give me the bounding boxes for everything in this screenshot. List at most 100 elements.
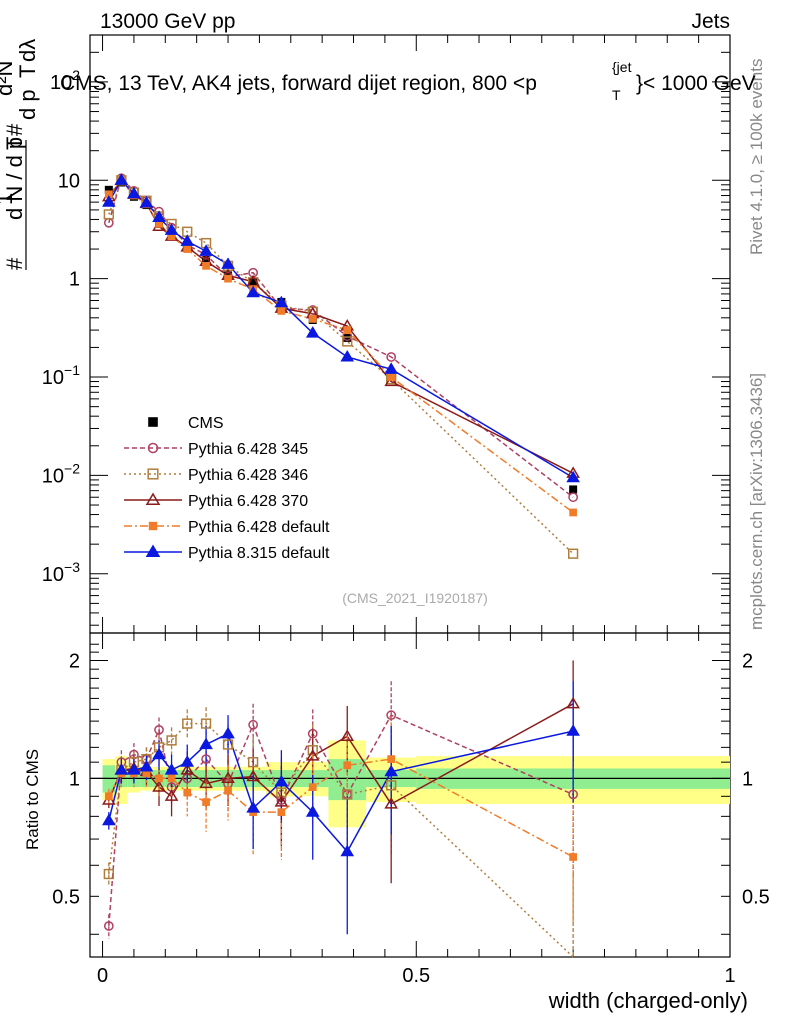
data-point	[155, 220, 163, 228]
marker-cms	[148, 417, 158, 427]
data-point	[340, 349, 355, 362]
header-left: 13000 GeV pp	[100, 10, 235, 33]
ratio-point	[568, 789, 579, 800]
data-point	[567, 548, 579, 559]
svg-text:#: #	[2, 123, 27, 136]
ratio-point	[248, 719, 259, 730]
ratio-point	[202, 798, 210, 806]
data-point	[343, 326, 352, 334]
data-point	[104, 190, 113, 199]
data-point	[224, 274, 232, 283]
marker-cms	[343, 333, 352, 342]
y-tick-label: 1	[69, 768, 80, 790]
y-tick-label: 1	[69, 269, 80, 291]
ratio-point	[139, 759, 154, 772]
ratio-point	[307, 745, 318, 756]
data-point	[342, 336, 353, 347]
series-line-bottom	[108, 722, 574, 958]
ratio-point	[155, 774, 163, 783]
ratio-point	[246, 801, 260, 813]
svg-text:dλ: dλ	[15, 39, 40, 62]
legend-label: CMS	[188, 415, 224, 432]
ratio-point	[164, 763, 179, 775]
svg-text:d²N: d²N	[0, 61, 17, 96]
ratio-point	[221, 726, 235, 739]
ratio-point	[183, 788, 192, 797]
ratio-point	[566, 724, 580, 736]
x-tick-label: 0	[97, 965, 108, 987]
data-point	[139, 195, 154, 208]
legend-label: Pythia 6.428 default	[188, 519, 330, 536]
data-point	[202, 262, 210, 270]
svg-text:1: 1	[0, 193, 17, 205]
svg-text:d N / d p: d N / d p	[2, 137, 27, 220]
ratio-point	[127, 763, 141, 775]
ratio-point	[201, 754, 211, 764]
marker-cms	[202, 255, 211, 264]
ratio-point	[102, 813, 116, 826]
y-tick-label: 10−3	[42, 559, 80, 586]
ratio-point	[246, 769, 260, 782]
ratio-point	[340, 844, 355, 857]
data-point	[274, 295, 289, 308]
marker-triangle	[145, 544, 161, 557]
marker-triangle	[145, 492, 161, 505]
ratio-point	[387, 755, 396, 763]
data-point	[102, 195, 116, 207]
data-point	[308, 315, 317, 323]
legend-label: Pythia 6.428 370	[188, 493, 308, 510]
data-point	[246, 285, 260, 298]
ratio-point	[569, 853, 577, 861]
data-point	[183, 245, 192, 253]
x-axis-label: width (charged-only)	[548, 988, 748, 1013]
data-point	[566, 470, 580, 483]
series-line-bottom	[108, 714, 574, 927]
y-tick-label-right: 2	[742, 650, 753, 672]
ratio-point	[340, 729, 355, 741]
data-point	[167, 232, 176, 241]
data-point	[199, 244, 213, 256]
ratio-point	[167, 774, 176, 783]
data-point	[221, 257, 235, 269]
svg-text:}< 1000 GeV: }< 1000 GeV	[636, 72, 756, 95]
ratio-point	[114, 763, 129, 775]
data-point	[384, 362, 398, 374]
ratio-point	[343, 761, 352, 770]
y-tick-label-right: 1	[742, 768, 753, 790]
svg-text:d p: d p	[15, 89, 40, 120]
ratio-point	[277, 808, 286, 816]
ratio-point	[103, 921, 114, 931]
series-line-top	[108, 176, 574, 498]
y-tick-label: 102	[50, 67, 80, 94]
y-tick-label: 10−1	[42, 362, 80, 389]
y-tick-label: 10	[58, 170, 80, 192]
ratio-point	[199, 737, 213, 750]
data-point	[103, 209, 114, 220]
ratio-point	[386, 780, 397, 791]
marker-circle	[147, 442, 159, 454]
y-tick-label: 2	[69, 650, 80, 672]
data-point	[180, 234, 195, 246]
svg-text:#: #	[2, 257, 27, 270]
svg-text:T: T	[612, 87, 621, 103]
ratio-point	[129, 749, 139, 760]
ratio-point	[386, 710, 397, 721]
ratio-point	[307, 728, 318, 739]
ratio-point	[199, 776, 213, 789]
data-point	[386, 352, 397, 362]
ratio-point	[274, 795, 289, 807]
data-point	[127, 186, 141, 199]
ratio-point	[221, 771, 235, 783]
ratio-point	[566, 696, 580, 709]
header-right: Jets	[691, 10, 730, 33]
x-tick-label: 0.5	[402, 965, 430, 987]
data-point	[152, 210, 166, 222]
svg-text:T: T	[2, 137, 27, 150]
ratio-point	[182, 718, 193, 729]
data-point	[568, 492, 579, 503]
rivet-label: Rivet 4.1.0, ≥ 100k events	[747, 59, 766, 255]
ratio-point	[305, 805, 320, 817]
ratio-point	[104, 792, 113, 801]
ratio-point	[152, 747, 166, 760]
series-line-top	[108, 179, 574, 479]
